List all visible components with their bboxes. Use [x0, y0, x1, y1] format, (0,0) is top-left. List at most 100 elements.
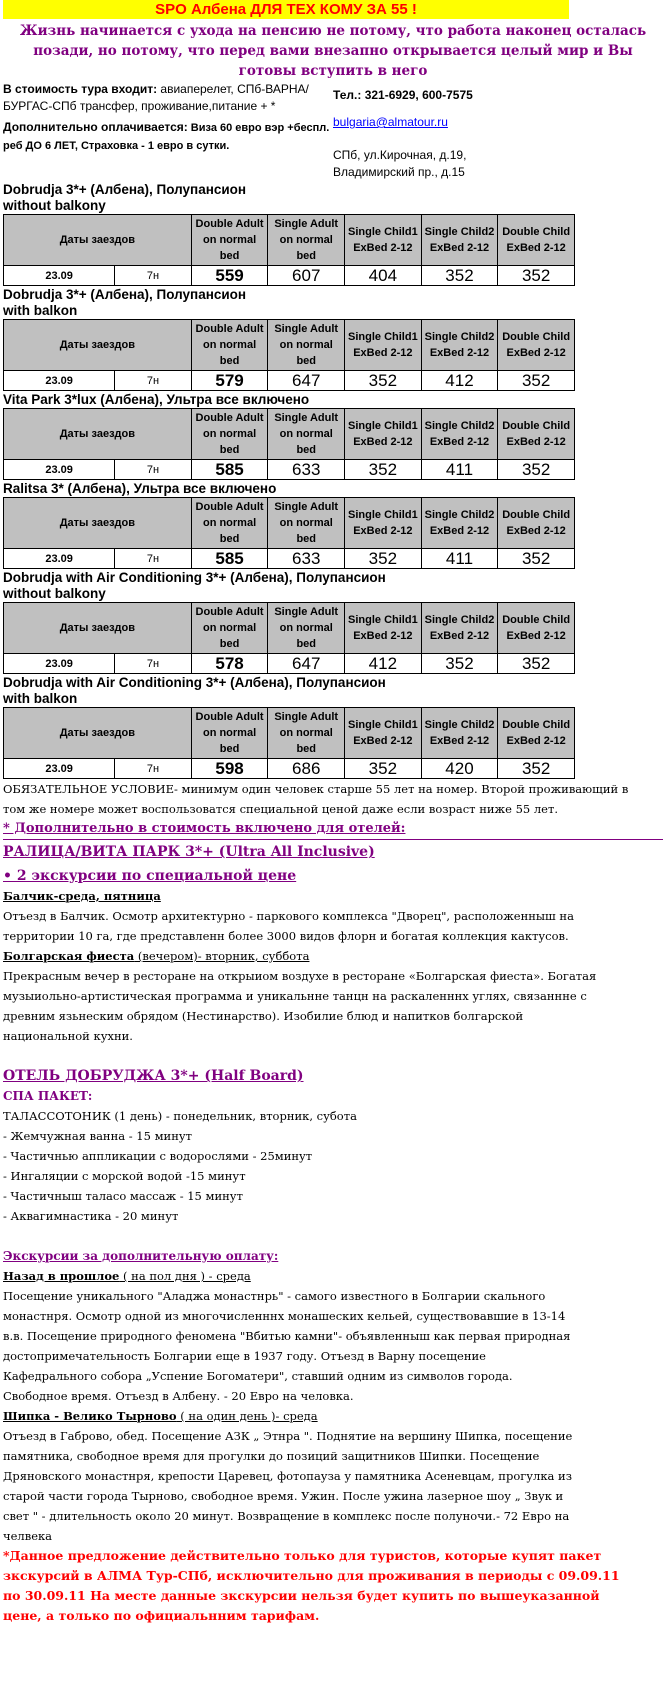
hotel-name: Dobrudja with Air Conditioning 3*+ (Албе…: [3, 675, 386, 690]
table-row: 23.09 7н 585 633 352 411 352: [2, 548, 575, 569]
price-cell: 352: [497, 653, 575, 674]
age-condition: ОБЯЗАТЕЛЬНОЕ УСЛОВИЕ- минимум один челов…: [3, 782, 629, 816]
column-header: Single Adult on normal bed: [267, 602, 346, 654]
extra-text: Дополнительно оплачивается: Виза 60 евро…: [3, 119, 333, 155]
motto: Жизнь начинается с ухода на пенсию не по…: [19, 23, 647, 79]
hotel-title: Dobrudja with Air Conditioning 3*+ (Албе…: [3, 675, 664, 707]
hotel-block: Vita Park 3*lux (Албена), Ультра все вкл…: [2, 392, 664, 480]
column-header: Даты заездов: [3, 408, 192, 460]
phone: Тел.: 321-6929, 600-7575: [333, 88, 473, 102]
hotel-room-type: with balkon: [3, 303, 78, 318]
nights: 7н: [114, 758, 192, 779]
fiesta-sub: (вечером)- вторник, суббота: [134, 949, 310, 963]
spa-item: - Ингаляции с морской водой -15 минут: [3, 1169, 246, 1183]
column-header: Single Child1 ExBed 2-12: [344, 408, 422, 460]
spa-item: - Аквагимнастика - 20 минут: [3, 1209, 179, 1223]
nights: 7н: [114, 370, 192, 391]
column-header: Double Child ExBed 2-12: [497, 707, 575, 759]
table-row: 23.09 7н 579 647 352 412 352: [2, 370, 575, 391]
price-table: Даты заездов Double Adult on normal bed Si…: [2, 707, 575, 779]
hotel-name: Dobrudja with Air Conditioning 3*+ (Албе…: [3, 570, 386, 585]
price-cell: 352: [344, 758, 422, 779]
table-row: 23.09 7н 598 686 352 420 352: [2, 758, 575, 779]
price-cell: 352: [420, 265, 499, 286]
fiesta-text: Прекрасным вечер в ресторане на открыиом…: [3, 969, 597, 1043]
hotel-room-type: with balkon: [3, 691, 78, 706]
price-cell: 686: [267, 758, 346, 779]
dobrudja-heading: ОТЕЛЬ ДОБРУДЖА 3*+ (Half Board): [3, 1068, 304, 1084]
column-header: Single Child1 ExBed 2-12: [344, 319, 422, 371]
hotel-title: Dobrudja 3*+ (Албена), Полупансион with b…: [3, 287, 664, 319]
hotel-room-type: without balkony: [3, 586, 106, 601]
price-cell: 352: [497, 459, 575, 480]
column-header: Single Adult on normal bed: [267, 214, 346, 266]
column-header: Single Adult on normal bed: [267, 707, 346, 759]
column-header: Single Child1 ExBed 2-12: [344, 214, 422, 266]
price-cell: 578: [190, 653, 269, 674]
email-link[interactable]: bulgaria@almatour.ru: [333, 115, 448, 129]
column-header: Single Child2 ExBed 2-12: [420, 602, 499, 654]
price-table: Даты заездов Double Adult on normal bed Si…: [2, 319, 575, 391]
column-header: Single Adult on normal bed: [267, 319, 346, 371]
table-row: 23.09 7н 578 647 412 352 352: [2, 653, 575, 674]
hotel-title: Vita Park 3*lux (Албена), Ультра все вкл…: [3, 392, 664, 408]
nights: 7н: [114, 653, 192, 674]
arrival-date: 23.09: [2, 548, 116, 569]
arrival-date: 23.09: [2, 653, 116, 674]
price-table: Даты заездов Double Adult on normal bed Si…: [2, 408, 575, 480]
included-value: авиаперелет, СПб-ВАРНА/БУРГАС-СПб трансф…: [3, 82, 309, 113]
two-excursions-heading: • 2 экскурсии по специальной цене: [3, 868, 297, 884]
hotel-name: Dobrudja 3*+ (Албена), Полупансион: [3, 182, 247, 197]
table-row: 23.09 7н 585 633 352 411 352: [2, 459, 575, 480]
arrival-date: 23.09: [2, 265, 116, 286]
column-header: Single Child2 ExBed 2-12: [420, 214, 499, 266]
shipka-title: Шипка - Велико Тырново: [3, 1409, 177, 1423]
hotel-name: Ralitsa 3* (Албена), Ультра все включено: [3, 481, 277, 496]
past-sub: ( на пол дня ) - среда: [119, 1269, 251, 1283]
spa-label: СПА ПАКЕТ:: [3, 1089, 93, 1103]
column-header: Даты заездов: [3, 319, 192, 371]
price-table: Даты заездов Double Adult on normal bed Si…: [2, 602, 575, 674]
column-header: Double Child ExBed 2-12: [497, 408, 575, 460]
column-header: Даты заездов: [3, 214, 192, 266]
spa-item: - Частичнью аппликации с водорослями - 2…: [3, 1149, 313, 1163]
balchik-title: Балчик-среда, пятница: [3, 889, 161, 903]
ralitsa-heading: РАЛИЦА/ВИТА ПАРК 3*+ (Ultra All Inclusiv…: [3, 844, 375, 860]
table-header-row: Даты заездов Double Adult on normal bed Si…: [3, 408, 575, 460]
hotel-title: Dobrudja 3*+ (Албена), Полупансион withou…: [3, 182, 664, 214]
column-header: Single Adult on normal bed: [267, 497, 346, 549]
price-cell: 352: [344, 459, 422, 480]
extra-value: Виза 60 евро вэр +беспл. реб ДО 6 ЛЕТ, С…: [3, 122, 330, 152]
column-header: Double Adult on normal bed: [190, 497, 269, 549]
column-header: Single Child1 ExBed 2-12: [344, 707, 422, 759]
hotel-name: Vita Park 3*lux (Албена), Ультра все вкл…: [3, 392, 310, 407]
table-header-row: Даты заездов Double Adult on normal bed Si…: [3, 602, 575, 654]
hotel-room-type: without balkony: [3, 198, 106, 213]
spa-list: ТАЛАССОТОНИК (1 день) - понедельник, вто…: [3, 1106, 664, 1226]
column-header: Double Adult on normal bed: [190, 319, 269, 371]
table-header-row: Даты заездов Double Adult on normal bed Si…: [3, 319, 575, 371]
included-label: В стоимость тура входит:: [3, 82, 158, 96]
price-cell: 352: [497, 548, 575, 569]
spa-item: ТАЛАССОТОНИК (1 день) - понедельник, вто…: [3, 1109, 357, 1123]
price-cell: 598: [190, 758, 269, 779]
past-title: Назад в прошлое: [3, 1269, 120, 1283]
price-cell: 352: [344, 370, 422, 391]
price-cell: 352: [420, 653, 499, 674]
price-cell: 647: [267, 370, 346, 391]
arrival-date: 23.09: [2, 758, 116, 779]
spa-item: - Жемчужная ванна - 15 минут: [3, 1129, 192, 1143]
table-header-row: Даты заездов Double Adult on normal bed Si…: [3, 214, 575, 266]
hotel-name: Dobrudja 3*+ (Албена), Полупансион: [3, 287, 247, 302]
price-table: Даты заездов Double Adult on normal bed Si…: [2, 497, 575, 569]
hotel-block: Dobrudja with Air Conditioning 3*+ (Албе…: [2, 570, 664, 674]
disclaimer: *Данное предложение действительно только…: [3, 1548, 620, 1623]
table-header-row: Даты заездов Double Adult on normal bed Si…: [3, 497, 575, 549]
price-cell: 633: [267, 459, 346, 480]
column-header: Single Child2 ExBed 2-12: [420, 408, 499, 460]
price-cell: 607: [267, 265, 346, 286]
column-header: Single Child2 ExBed 2-12: [420, 319, 499, 371]
price-cell: 352: [497, 265, 575, 286]
price-cell: 585: [190, 548, 269, 569]
column-header: Даты заездов: [3, 497, 192, 549]
